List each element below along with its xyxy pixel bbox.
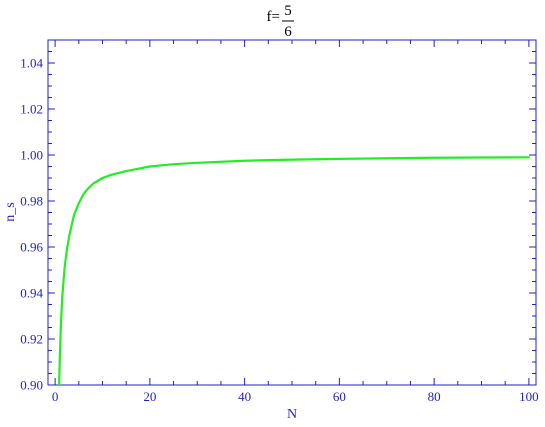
y-tick-label: 1.00 [20,148,43,163]
plot-frame [47,39,537,386]
title-denominator: 6 [284,24,292,40]
y-tick-label: 1.04 [20,56,43,71]
title-prefix: f= [267,9,280,25]
y-axis-ticks: 0.90 0.92 0.94 0.96 0.98 1.00 1.02 1.04 [20,39,536,393]
x-tick-label: 60 [333,389,346,404]
y-tick-label: 0.94 [20,286,43,301]
x-tick-label: 0 [52,389,59,404]
chart-title: f= 5 6 [267,3,294,40]
series-line [58,156,530,387]
x-tick-label: 40 [238,389,251,404]
title-numerator: 5 [284,3,292,19]
x-tick-label: 100 [519,389,539,404]
x-tick-label: 20 [143,389,156,404]
y-tick-label: 0.90 [20,378,43,393]
y-tick-label: 1.02 [20,102,43,117]
x-tick-label: 80 [428,389,441,404]
x-axis-label: N [287,407,297,422]
y-tick-label: 0.98 [20,194,43,209]
series-layer [58,156,530,387]
y-axis-label: n_s [3,202,18,221]
y-tick-label: 0.96 [20,240,43,255]
x-axis-ticks: 0 20 40 60 80 100 [52,40,539,404]
y-tick-label: 0.92 [20,332,43,347]
